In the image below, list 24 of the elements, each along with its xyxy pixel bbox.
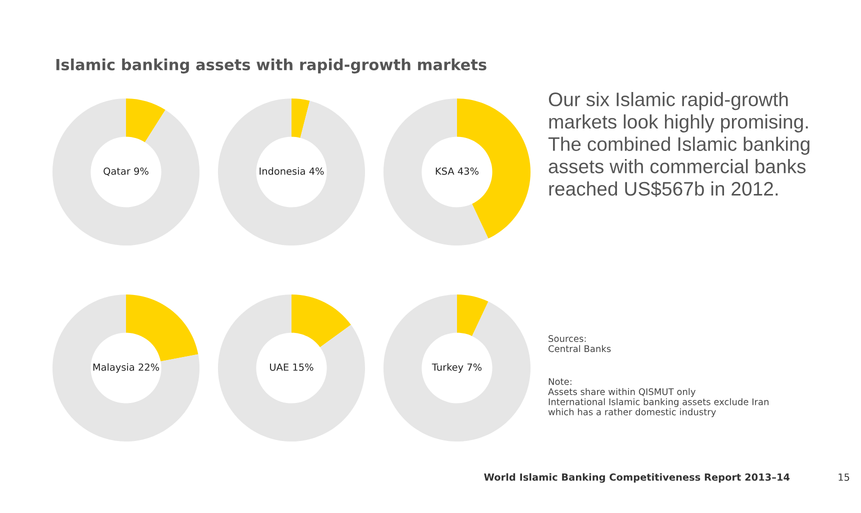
donut-slice	[292, 98, 310, 138]
text: Note: Assets share within QISMUT only International Islamic banking assets exclude Iran which has a rather domestic industry	[548, 378, 768, 418]
donut-slice	[383, 294, 531, 442]
donut-slice	[292, 294, 351, 348]
donut-slice	[218, 294, 366, 442]
text: KSA 43%	[436, 167, 479, 175]
text: Qatar 9%	[104, 167, 148, 176]
text: UAE 15%	[270, 363, 314, 371]
text: Our six Islamic rapid-growth markets look highly promising. The combined Islamic banking assets with commercial banks reached US$567b in 2012.	[548, 92, 810, 197]
donut-slice	[52, 294, 200, 442]
text: Malaysia 22%	[93, 363, 160, 373]
source-note: Sources: Central Banks	[548, 335, 611, 352]
donut-slice	[126, 294, 198, 362]
text: Islamic banking assets with rapid-growth markets	[56, 58, 486, 74]
donut-slice	[457, 294, 488, 336]
donut-slice	[457, 98, 531, 239]
text: 15	[838, 474, 850, 481]
donut-slice	[383, 98, 488, 246]
text: World Islamic Banking Competitiveness Report 2013–14	[484, 473, 790, 483]
text: Indonesia 4%	[260, 167, 324, 175]
donut-slice	[126, 98, 166, 142]
text: Turkey 7%	[432, 363, 482, 373]
donut-slice	[218, 98, 366, 246]
donut-slice	[52, 98, 200, 246]
